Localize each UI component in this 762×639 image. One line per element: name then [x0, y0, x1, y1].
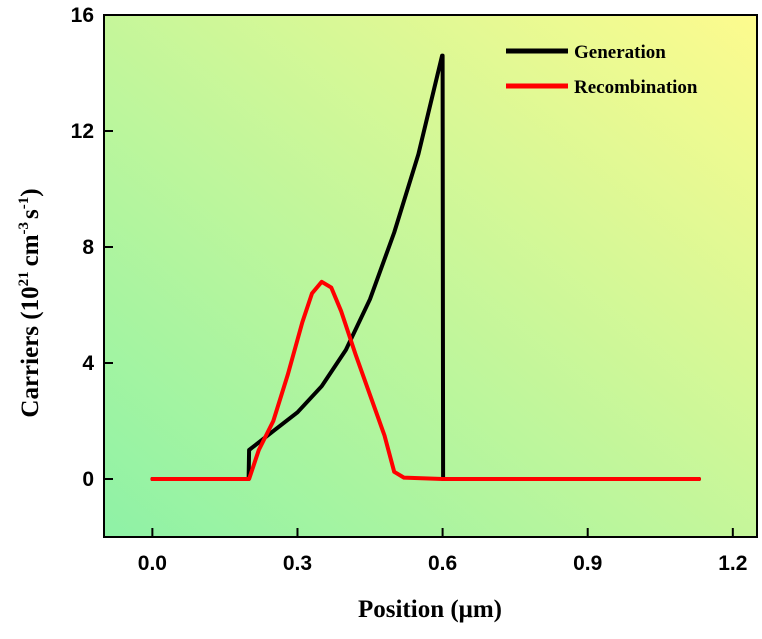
y-tick-label: 12 — [71, 120, 94, 143]
y-tick-label: 16 — [71, 4, 94, 27]
y-tick-label: 4 — [82, 352, 94, 375]
y-axis: 0 4 8 12 16 — [71, 4, 113, 491]
x-tick-label: 1.2 — [718, 552, 747, 575]
x-axis-title: Position (μm) — [358, 596, 502, 623]
plot-frame — [103, 14, 758, 538]
series-layer — [150, 53, 701, 481]
y-tick-label: 8 — [82, 236, 94, 259]
x-tick-label: 0.0 — [138, 552, 167, 575]
series-line-recombination — [150, 279, 701, 481]
y-tick-label: 0 — [82, 468, 94, 491]
legend-label-generation: Generation — [574, 42, 666, 63]
x-axis: 0.0 0.3 0.6 0.9 1.2 — [138, 528, 747, 575]
x-tick-label: 0.6 — [428, 552, 457, 575]
legend-label-recombination: Recombination — [574, 77, 698, 98]
x-tick-label: 0.9 — [573, 552, 602, 575]
y-axis-title: Carriers (1021cm-3s-1) — [16, 188, 44, 417]
legend: Generation Recombination — [506, 42, 698, 98]
x-tick-label: 0.3 — [283, 552, 312, 575]
